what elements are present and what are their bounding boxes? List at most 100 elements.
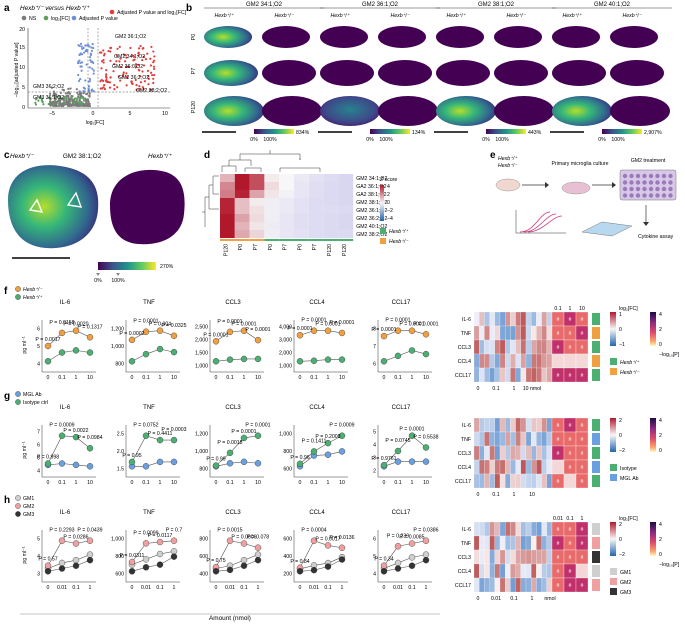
p-value: P = 0.7	[166, 528, 183, 534]
significance-marker: #	[569, 541, 572, 547]
volcano-point	[147, 77, 150, 80]
y-axis-label: pg ml⁻¹	[22, 441, 28, 458]
genotype-strip	[592, 551, 600, 563]
genotype-strip	[592, 327, 600, 339]
y-tick: 400	[283, 554, 292, 560]
heatmap-cell	[510, 577, 516, 593]
data-point	[44, 358, 52, 365]
data-point	[422, 556, 430, 564]
significance-marker: #	[581, 541, 584, 547]
heatmap-cell	[505, 563, 511, 579]
volcano-point	[125, 75, 128, 78]
col-label: P0	[297, 244, 303, 250]
volcano-point	[55, 95, 58, 98]
genotype-strip	[338, 239, 354, 241]
volcano-point	[63, 101, 66, 105]
heatmap-cell	[531, 325, 537, 341]
data-point	[408, 432, 416, 439]
x-tick: 0	[383, 585, 386, 591]
volcano-point	[108, 86, 112, 89]
volcano-point	[92, 61, 95, 65]
heatmap-cell	[541, 339, 547, 355]
well	[661, 193, 667, 198]
scale-colorbar	[602, 129, 642, 134]
heatmap-cell	[489, 535, 495, 551]
data-point	[338, 544, 346, 551]
well	[642, 180, 647, 185]
p-value: P = 0.2008	[315, 434, 340, 440]
data-point	[128, 558, 136, 566]
heatmap-cell	[473, 417, 480, 433]
heatmap-cell	[525, 445, 532, 461]
heatmap-cell	[494, 549, 501, 565]
volcano-point	[88, 92, 91, 95]
heatmap-cell	[541, 417, 547, 433]
data-point	[226, 566, 234, 574]
col-label: P7	[312, 244, 318, 250]
series-line	[47, 559, 91, 572]
volcano-point	[102, 54, 106, 57]
volcano-point	[82, 46, 85, 50]
volcano-point	[86, 44, 89, 47]
well	[635, 193, 641, 198]
legend-het: Hexb⁺/⁻	[389, 239, 409, 245]
volcano-point	[83, 104, 87, 107]
p-label: −log₁₀[P]	[659, 562, 680, 568]
well	[622, 186, 628, 192]
significance-marker: #	[557, 541, 560, 547]
y-tick: 1,000	[195, 449, 208, 455]
volcano-point	[88, 45, 91, 48]
tick-marker	[96, 273, 100, 276]
heatmap-cell	[510, 325, 516, 341]
heatmap-cell	[515, 459, 521, 475]
series-line	[299, 451, 343, 467]
heatmap-cell	[546, 535, 553, 551]
volcano-point	[76, 62, 80, 65]
heatmap-cell	[308, 198, 324, 206]
heatmap-cell	[536, 353, 542, 369]
tick-marker	[116, 273, 120, 276]
p-value: P = 0.0001	[217, 319, 242, 325]
fc-tick: 2	[619, 418, 622, 424]
significance-marker: #	[569, 583, 572, 589]
row-label: IL-6	[462, 527, 471, 533]
row-label: TNF	[461, 437, 471, 443]
heatmap-cell	[499, 431, 506, 447]
well	[635, 173, 641, 179]
heatmap-cell	[505, 535, 511, 551]
p-value: P = 0.0017	[315, 536, 340, 542]
heatmap-cell	[484, 459, 490, 475]
heatmap-cell	[525, 339, 532, 355]
volcano-point	[54, 100, 57, 103]
y-tick: 200	[283, 571, 292, 577]
heatmap-cell	[484, 353, 490, 369]
genotype-strip	[592, 447, 600, 459]
volcano-point	[86, 50, 89, 53]
well	[622, 173, 628, 179]
data-point	[422, 331, 430, 338]
genotype-label: Hexb⁺/⁻	[274, 13, 294, 19]
x-tick: 0.1	[156, 585, 163, 591]
p-value: P = 0.0022	[63, 428, 88, 434]
legend-f-1: Hexb⁺/⁺	[23, 295, 43, 301]
data-point	[72, 562, 80, 569]
x-tick: 0.01	[309, 585, 319, 591]
heatmap-cell	[494, 311, 501, 327]
x-tick: 0.1	[310, 375, 317, 381]
volcano-point	[147, 83, 150, 86]
heatmap-cell	[505, 577, 511, 593]
legend-swatch	[610, 368, 617, 375]
series-line	[132, 461, 174, 467]
legend-marker	[15, 511, 21, 517]
x-tick: 1	[513, 386, 516, 392]
volcano-point	[83, 51, 86, 54]
heatmap-cell	[499, 311, 506, 327]
legend-wt: Hexb⁺/⁺	[389, 229, 409, 235]
heatmap-cell	[294, 174, 309, 182]
series-line	[47, 554, 91, 569]
legend-swatch	[610, 568, 617, 575]
scale-colorbar	[254, 129, 294, 134]
volcano-point	[69, 87, 72, 90]
y-tick: 600	[199, 554, 208, 560]
